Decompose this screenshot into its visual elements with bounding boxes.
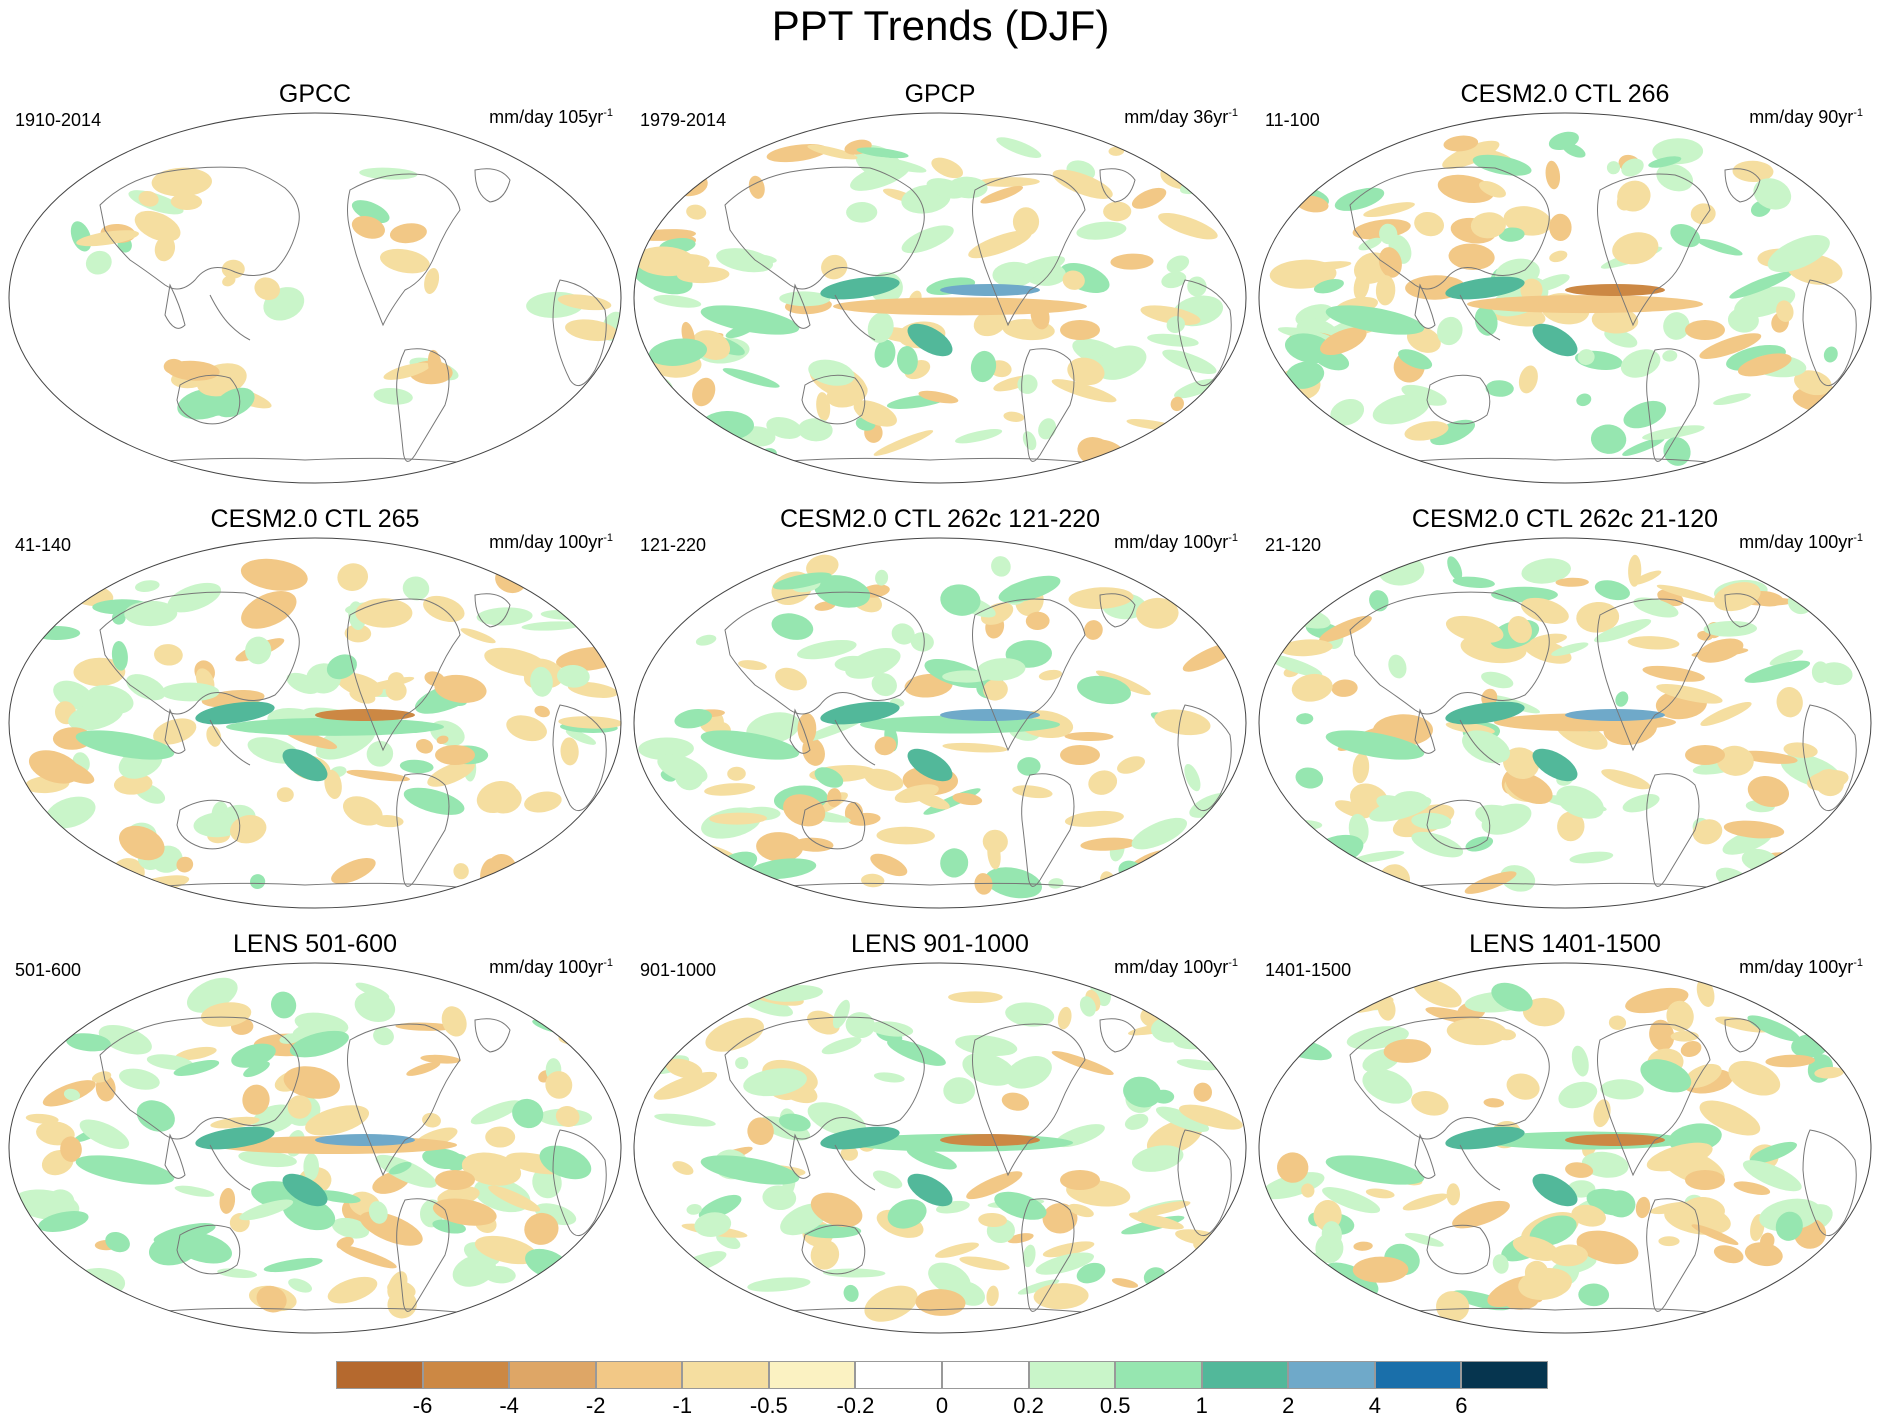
units-exponent: -1 [1853,532,1863,544]
panel-title: CESM2.0 CTL 262c 121-220 [779,505,1101,533]
panel-period: 21-120 [1265,535,1322,555]
world-map [633,537,1247,909]
colorbar-box [768,1361,856,1389]
world-map [8,962,622,1334]
map-panel: CESM2.0 CTL 265 41-140 mm/day 100yr-1 [5,505,625,937]
colorbar-tick-label: 0 [935,1393,949,1418]
panel-period: 11-100 [1265,110,1320,130]
colorbar-box [1374,1361,1462,1389]
world-map [8,112,622,484]
panel-title: LENS 1401-1500 [1469,930,1661,958]
units-text: mm/day 105yr [489,107,604,127]
world-map [633,112,1247,484]
colorbar-tick-label: -2 [585,1393,606,1418]
colorbar-tick-label: 1 [1195,1393,1208,1418]
colorbar-box [1461,1361,1548,1389]
panel-title: GPCP [904,80,976,108]
units-exponent: -1 [1228,532,1238,544]
colorbar-box [1115,1361,1202,1389]
colorbar-tick-label: -1 [672,1393,693,1418]
world-map [1258,962,1872,1334]
colorbar-box [595,1361,683,1389]
world-map [633,962,1247,1334]
colorbar-tick-label: -0.5 [749,1393,788,1418]
panel-units: mm/day 100yr-1 [1739,957,1863,978]
panel-title: CESM2.0 CTL 265 [210,505,420,533]
colorbar-box [509,1361,596,1389]
figure-title: PPT Trends (DJF) [771,2,1110,49]
map-panel: CESM2.0 CTL 266 11-100 mm/day 90yr-1 [1255,80,1875,512]
panel-units: mm/day 90yr-1 [1749,107,1863,128]
panel-period: 901-1000 [640,960,717,980]
units-text: mm/day 100yr [1739,957,1854,977]
map-panel: CESM2.0 CTL 262c 121-220 121-220 mm/day 10… [630,505,1250,937]
units-exponent: -1 [603,532,613,544]
panel-title: GPCC [278,80,352,108]
units-exponent: -1 [1853,107,1863,119]
panel-units: mm/day 36yr-1 [1124,107,1238,128]
map-panel: LENS 501-600 501-600 mm/day 100yr-1 [5,930,625,1362]
world-map [1258,112,1872,484]
colorbar-box [336,1361,423,1389]
map-panel: LENS 1401-1500 1401-1500 mm/day 100yr-1 [1255,930,1875,1362]
units-text: mm/day 100yr [1739,532,1854,552]
panel-title: CESM2.0 CTL 266 [1460,80,1670,108]
panel-period: 501-600 [15,960,82,980]
units-text: mm/day 100yr [1114,957,1229,977]
map-panel: GPCP 1979-2014 mm/day 36yr-1 [630,80,1250,512]
colorbar-box [855,1361,942,1389]
panel-title: LENS 501-600 [232,930,397,958]
units-exponent: -1 [603,107,613,119]
world-map [1258,537,1872,909]
map-panel: CESM2.0 CTL 262c 21-120 21-120 mm/day 100y… [1255,505,1875,937]
units-text: mm/day 36yr [1124,107,1229,127]
panel-units: mm/day 100yr-1 [1114,532,1238,553]
colorbar-tick-label: 4 [1368,1393,1381,1418]
units-exponent: -1 [603,957,613,969]
colorbar-tick-label: -0.2 [836,1393,875,1418]
map-panel: GPCC 1910-2014 mm/day 105yr-1 [5,80,625,512]
panel-title: LENS 901-1000 [851,930,1029,958]
panel-units: mm/day 100yr-1 [489,957,613,978]
world-map [8,537,622,909]
colorbar-tick-label: -4 [499,1393,519,1418]
units-text: mm/day 100yr [1114,532,1229,552]
colorbar-tick-label: 0.2 [1013,1393,1044,1418]
colorbar-box [1201,1361,1289,1389]
colorbar-tick-label: 2 [1282,1393,1295,1418]
colorbar [336,1361,1548,1389]
colorbar-tick-label: 0.5 [1099,1393,1131,1418]
map-panel: LENS 901-1000 901-1000 mm/day 100yr-1 [630,930,1250,1362]
panel-units: mm/day 105yr-1 [489,107,613,128]
panel-period: 1401-1500 [1265,960,1352,980]
units-text: mm/day 100yr [489,532,604,552]
units-text: mm/day 100yr [489,957,604,977]
panel-period: 1979-2014 [640,110,727,130]
panel-period: 41-140 [15,535,72,555]
panel-units: mm/day 100yr-1 [1739,532,1863,553]
colorbar-box [1028,1361,1116,1389]
panel-units: mm/day 100yr-1 [489,532,613,553]
units-exponent: -1 [1228,107,1238,119]
colorbar-box [682,1361,769,1389]
colorbar-box [942,1361,1029,1389]
panel-period: 1910-2014 [15,110,102,130]
panel-title: CESM2.0 CTL 262c 21-120 [1411,505,1719,533]
colorbar-box [422,1361,510,1389]
units-text: mm/day 90yr [1749,107,1854,127]
colorbar-tick-label: 6 [1455,1393,1468,1418]
colorbar-box [1288,1361,1375,1389]
units-exponent: -1 [1228,957,1238,969]
colorbar-tick-label: -6 [412,1393,433,1418]
panel-units: mm/day 100yr-1 [1114,957,1238,978]
panel-period: 121-220 [640,535,707,555]
units-exponent: -1 [1853,957,1863,969]
